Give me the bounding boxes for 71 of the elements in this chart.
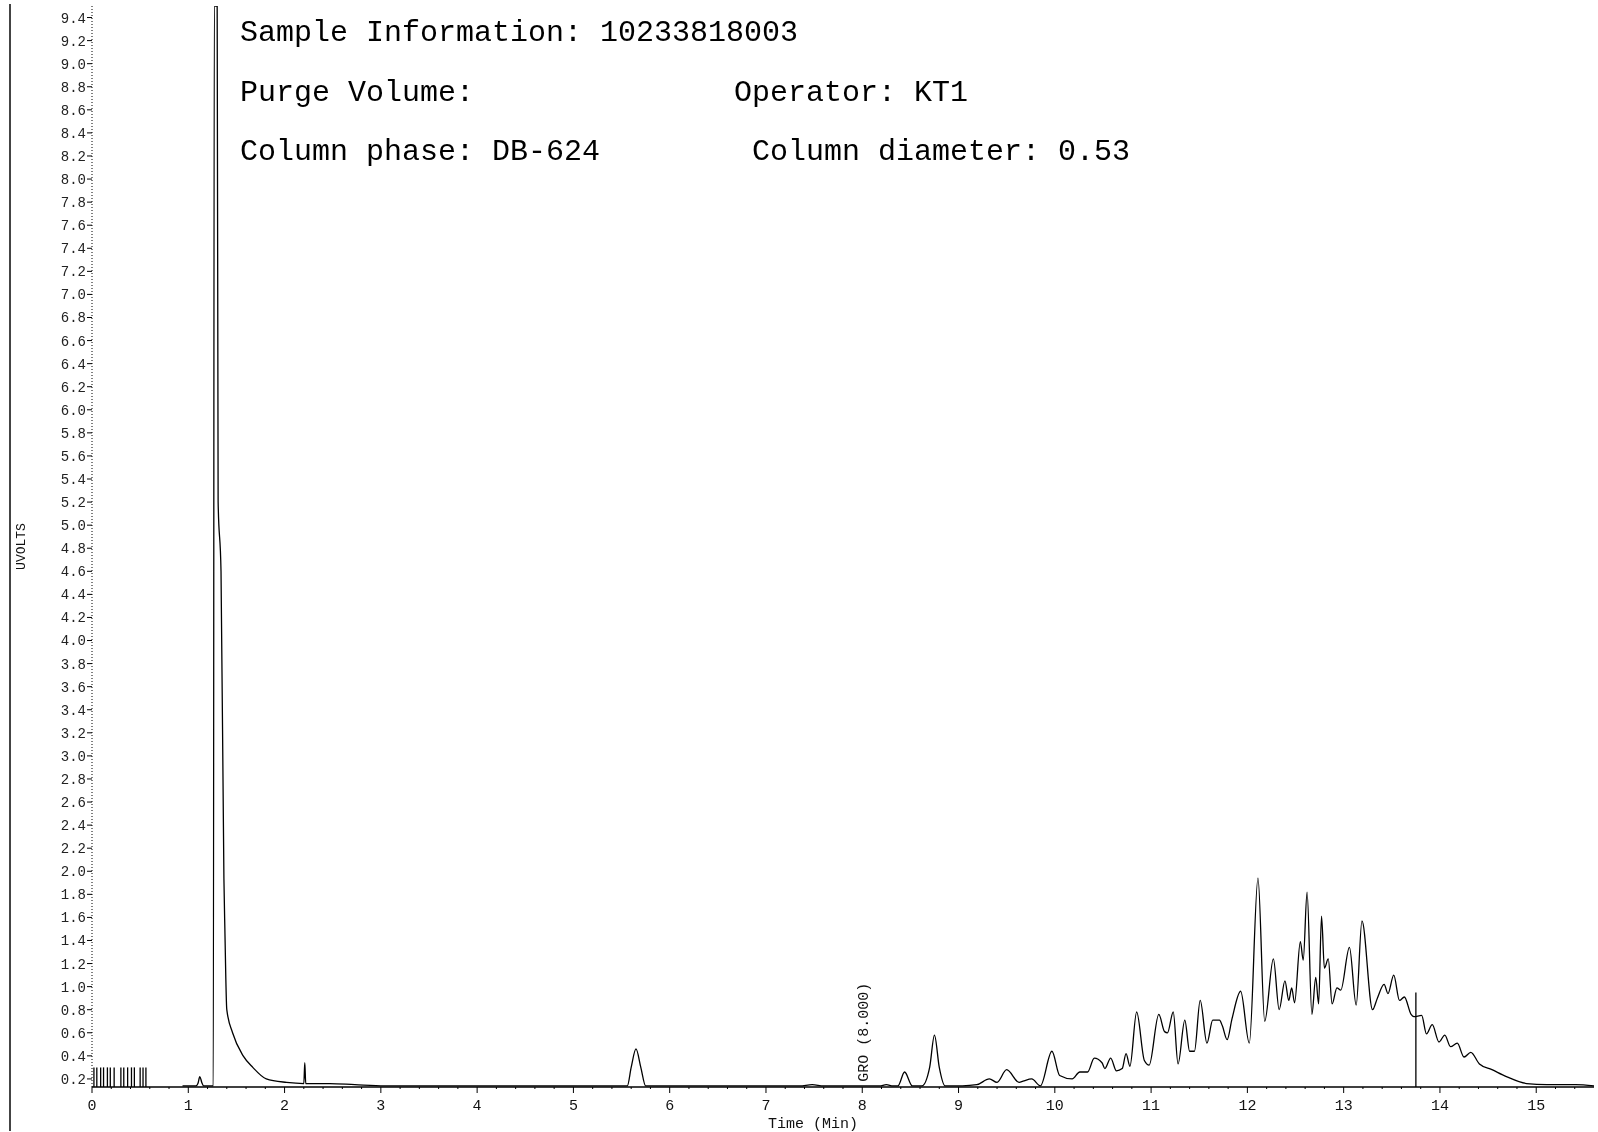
- annotation: Column phase: DB-624: [240, 135, 601, 169]
- y-tick-label: 3.6: [60, 679, 86, 696]
- y-tick-label: 8.0: [60, 172, 86, 189]
- x-tick-label: 15: [1527, 1098, 1546, 1115]
- y-tick-label: 6.6: [60, 333, 86, 350]
- y-tick-label: 0.8: [60, 1002, 86, 1019]
- y-tick-label: 8.6: [60, 102, 86, 119]
- y-tick-label: 5.6: [60, 448, 86, 465]
- x-tick-label: 0: [87, 1098, 97, 1115]
- y-tick-label: 5.2: [60, 495, 86, 512]
- x-tick-label: 14: [1430, 1098, 1449, 1115]
- y-tick-label: 3.8: [60, 656, 86, 673]
- y-tick-label: 8.2: [60, 148, 86, 165]
- y-tick-label: 4.4: [60, 587, 86, 604]
- y-tick-label: 4.6: [60, 564, 86, 581]
- x-tick-label: 10: [1045, 1098, 1064, 1115]
- y-tick-label: 3.2: [60, 725, 86, 742]
- x-tick-label: 5: [568, 1098, 578, 1115]
- y-tick-label: 7.6: [60, 218, 86, 235]
- x-tick-label: 12: [1238, 1098, 1257, 1115]
- y-tick-label: 1.8: [60, 887, 86, 904]
- annotation: Sample Information: 10233818003: [240, 16, 799, 50]
- y-tick-label: 0.6: [60, 1025, 86, 1042]
- y-tick-label: 9.4: [60, 10, 86, 27]
- y-tick-label: 6.2: [60, 379, 86, 396]
- y-tick-label: 2.8: [60, 771, 86, 788]
- y-tick-label: 2.4: [60, 818, 86, 835]
- y-tick-label: 0.4: [60, 1048, 86, 1065]
- annotation: Column diameter: 0.53: [752, 135, 1131, 169]
- y-tick-label: 4.2: [60, 610, 86, 627]
- y-tick-label: 5.4: [60, 471, 86, 488]
- annotation: Operator: KT1: [734, 76, 969, 110]
- y-axis-title: UVOLTS: [13, 522, 29, 570]
- y-tick-label: 1.2: [60, 956, 86, 973]
- y-tick-label: 2.0: [60, 864, 86, 881]
- y-tick-label: 4.8: [60, 541, 86, 558]
- annotation: GRO (8.000): [855, 982, 873, 1082]
- y-tick-label: 8.4: [60, 125, 86, 142]
- x-tick-label: 3: [376, 1098, 386, 1115]
- x-tick-label: 8: [857, 1098, 867, 1115]
- x-tick-label: 2: [280, 1098, 290, 1115]
- y-tick-label: 8.8: [60, 79, 86, 96]
- x-tick-label: 1: [183, 1098, 193, 1115]
- x-tick-label: 7: [761, 1098, 771, 1115]
- y-tick-label: 7.2: [60, 264, 86, 281]
- y-tick-label: 6.0: [60, 402, 86, 419]
- y-tick-label: 2.2: [60, 841, 86, 858]
- y-tick-label: 7.0: [60, 287, 86, 304]
- y-tick-label: 2.6: [60, 795, 86, 812]
- x-tick-label: 4: [472, 1098, 482, 1115]
- y-tick-label: 3.0: [60, 748, 86, 765]
- y-tick-label: 6.4: [60, 356, 86, 373]
- y-tick-label: 5.0: [60, 518, 86, 535]
- y-tick-label: 6.8: [60, 310, 86, 327]
- x-tick-label: 13: [1334, 1098, 1353, 1115]
- annotation: Purge Volume:: [240, 76, 475, 110]
- y-tick-label: 7.4: [60, 241, 86, 258]
- y-tick-label: 5.8: [60, 425, 86, 442]
- y-tick-label: 4.0: [60, 633, 86, 650]
- x-axis-title: Time (Min): [767, 1116, 859, 1132]
- y-tick-label: 1.6: [60, 910, 86, 927]
- y-tick-label: 1.0: [60, 979, 86, 996]
- x-tick-label: 6: [665, 1098, 675, 1115]
- y-tick-label: 9.2: [60, 33, 86, 50]
- x-tick-label: 9: [954, 1098, 964, 1115]
- x-tick-label: 11: [1142, 1098, 1161, 1115]
- y-tick-label: 1.4: [60, 933, 86, 950]
- y-tick-label: 0.2: [60, 1071, 86, 1088]
- y-tick-label: 9.0: [60, 56, 86, 73]
- y-tick-label: 7.8: [60, 195, 86, 212]
- y-tick-label: 3.4: [60, 702, 86, 719]
